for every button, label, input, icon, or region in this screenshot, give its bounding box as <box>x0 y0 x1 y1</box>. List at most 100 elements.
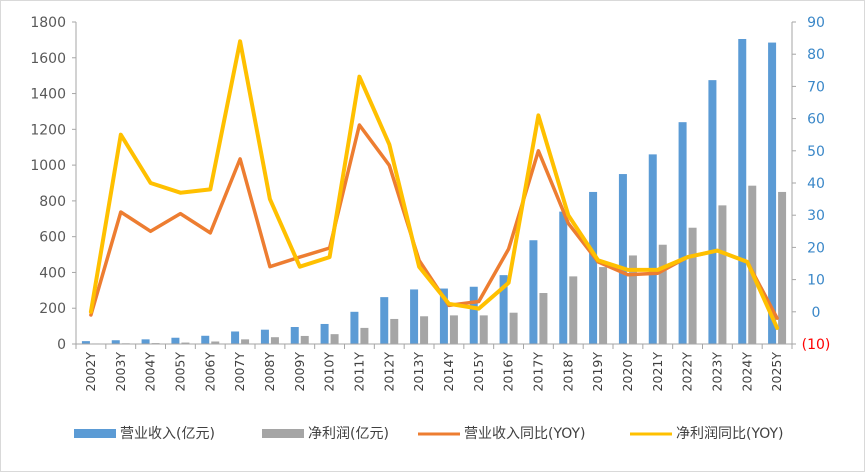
bar-profit <box>569 276 578 344</box>
category-label: 2019Y <box>590 352 605 392</box>
bar-revenue <box>260 329 269 344</box>
left-tick-label: 1200 <box>30 122 66 138</box>
right-tick-label: (10) <box>802 337 831 353</box>
legend-swatch-revenue <box>74 429 116 438</box>
bar-revenue <box>290 327 299 344</box>
category-label: 2025Y <box>769 352 784 392</box>
left-tick-label: 1000 <box>30 158 66 174</box>
left-tick-label: 600 <box>39 230 66 246</box>
bar-revenue <box>350 311 359 344</box>
bar-revenue <box>768 42 777 344</box>
bar-profit <box>211 341 220 344</box>
bar-revenue <box>410 289 419 344</box>
bar-revenue <box>171 337 180 344</box>
bar-revenue <box>111 340 120 344</box>
bar-revenue <box>439 288 448 344</box>
category-label: 2009Y <box>292 352 307 392</box>
left-tick-label: 1600 <box>30 51 66 67</box>
category-label: 2023Y <box>709 352 724 392</box>
legend-label-revenue: 营业收入(亿元) <box>120 426 215 442</box>
legend-label-revenue-yoy: 营业收入同比(YOY) <box>464 426 586 442</box>
bar-revenue <box>320 323 329 344</box>
bar-profit <box>360 327 369 344</box>
category-label: 2024Y <box>739 352 754 392</box>
bar-revenue <box>738 38 747 344</box>
bar-revenue <box>618 174 627 344</box>
category-label: 2008Y <box>262 352 277 392</box>
line-revenue-yoy <box>89 123 779 320</box>
bar-revenue <box>648 154 657 344</box>
right-tick-label: 60 <box>807 112 825 128</box>
right-tick-label: 40 <box>807 176 825 192</box>
category-label: 2017Y <box>530 352 545 392</box>
category-label: 2013Y <box>411 352 426 392</box>
bar-profit <box>390 318 399 344</box>
category-label: 2004Y <box>143 352 158 392</box>
category-label: 2010Y <box>322 352 337 392</box>
category-labels: 2002Y 2003Y 2004Y 2005Y 2006Y 2007Y 2008Y 2009Y… <box>75 344 793 392</box>
bar-profit <box>479 315 488 344</box>
category-label: 2016Y <box>501 352 516 392</box>
left-tick-label: 200 <box>39 301 66 317</box>
bar-profit <box>748 185 757 344</box>
category-label: 2011Y <box>351 352 366 392</box>
right-tick-label: 80 <box>807 47 825 63</box>
category-label: 2006Y <box>202 352 217 392</box>
bar-profit <box>509 312 518 344</box>
bar-profit <box>181 342 190 344</box>
right-tick-label: 90 <box>807 15 825 31</box>
bar-profit <box>420 316 429 344</box>
bar-profit <box>688 227 697 344</box>
category-label: 2015Y <box>471 352 486 392</box>
right-tick-label: 70 <box>807 79 825 95</box>
right-tick-label: 10 <box>807 273 825 289</box>
right-axis-ticks: (10) 0 10 20 30 40 50 60 70 80 90 <box>792 15 830 353</box>
bar-profit <box>241 339 250 344</box>
bar-profit <box>658 244 667 344</box>
bar-revenue <box>380 297 389 344</box>
bar-revenue <box>201 335 210 344</box>
bar-profit <box>300 335 309 344</box>
category-label: 2005Y <box>172 352 187 392</box>
legend-label-profit: 净利润(亿元) <box>308 426 389 442</box>
left-tick-label: 400 <box>39 265 66 281</box>
bar-series <box>81 38 787 344</box>
bar-revenue <box>231 331 240 344</box>
category-label: 2012Y <box>381 352 396 392</box>
category-label: 2002Y <box>83 352 98 392</box>
left-tick-label: 1800 <box>30 15 66 31</box>
right-tick-label: 50 <box>807 144 825 160</box>
right-tick-label: 0 <box>812 305 821 321</box>
bar-revenue <box>678 122 687 344</box>
right-tick-label: 30 <box>807 208 825 224</box>
bar-profit <box>599 267 608 344</box>
line-profit-yoy <box>88 39 780 330</box>
legend-label-profit-yoy: 净利润同比(YOY) <box>676 426 784 442</box>
category-label: 2021Y <box>650 352 665 392</box>
right-tick-label: 20 <box>807 240 825 256</box>
bar-revenue <box>559 211 568 344</box>
left-tick-label: 1400 <box>30 87 66 103</box>
category-label: 2018Y <box>560 352 575 392</box>
category-label: 2003Y <box>113 352 128 392</box>
left-axis-ticks: 0 200 400 600 800 1000 1200 1400 1600 1800 <box>30 15 76 353</box>
bar-revenue <box>589 191 598 344</box>
left-tick-label: 800 <box>39 194 66 210</box>
legend: 营业收入(亿元) 净利润(亿元) 营业收入同比(YOY) 净利润同比(YOY) <box>74 426 784 442</box>
bar-revenue <box>529 240 538 344</box>
bar-profit <box>778 191 787 344</box>
bar-revenue <box>499 275 508 344</box>
bar-revenue <box>141 339 150 344</box>
bar-profit <box>628 255 637 344</box>
bar-revenue <box>81 341 90 344</box>
bar-profit <box>539 293 548 344</box>
left-tick-label: 0 <box>57 337 66 353</box>
category-label: 2007Y <box>232 352 247 392</box>
bar-revenue <box>708 80 717 344</box>
bar-revenue <box>469 286 478 344</box>
bar-profit <box>330 334 339 344</box>
line-series <box>88 39 780 330</box>
category-label: 2020Y <box>620 352 635 392</box>
category-label: 2014Y <box>441 352 456 392</box>
